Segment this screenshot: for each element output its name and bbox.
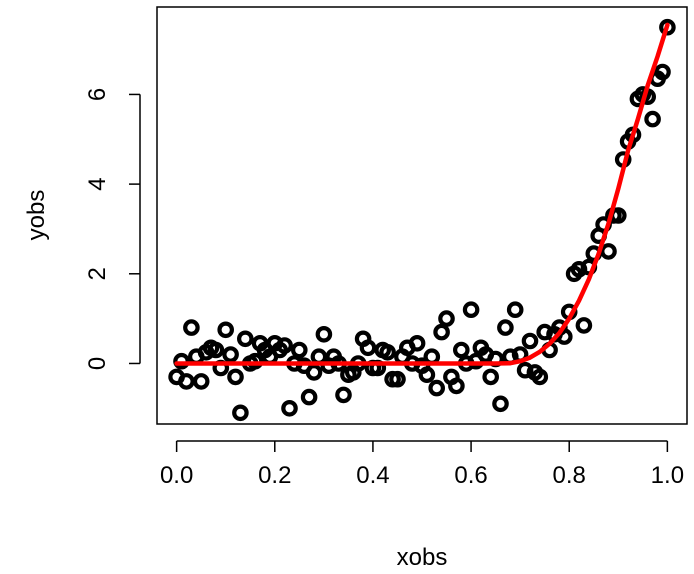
data-point [452, 341, 470, 359]
data-point [300, 388, 318, 406]
y-tick-label: 0 [84, 357, 111, 370]
x-axis: 0.0 0.2 0.4 0.6 0.8 1.0 [160, 440, 684, 489]
data-point [462, 301, 480, 318]
data-point [516, 361, 534, 379]
data-point [600, 243, 617, 260]
data-point [232, 404, 249, 422]
data-point [183, 319, 200, 336]
data-point [290, 341, 308, 359]
scatter-points [168, 18, 676, 422]
data-point [305, 364, 323, 381]
data-point [644, 110, 661, 128]
data-point [178, 373, 195, 390]
data-point [418, 366, 436, 383]
data-point [536, 323, 553, 341]
data-point [654, 63, 671, 81]
data-point [659, 18, 676, 36]
data-point [531, 368, 549, 386]
fitted-curve [174, 22, 670, 366]
y-tick-label: 2 [84, 267, 111, 280]
data-point [497, 319, 514, 336]
data-point [423, 348, 441, 365]
data-point [438, 310, 455, 327]
x-tick-label: 0.4 [356, 462, 389, 489]
data-point [173, 352, 190, 370]
data-point [448, 377, 465, 395]
data-point [237, 330, 254, 348]
data-point [506, 301, 524, 318]
x-tick-label: 0.2 [258, 462, 291, 489]
plot-frame [156, 6, 688, 425]
data-point [379, 343, 396, 361]
data-point [207, 341, 225, 359]
y-tick-label: 6 [84, 88, 111, 101]
data-point [575, 317, 593, 334]
data-point [408, 334, 426, 352]
data-point [428, 379, 445, 397]
data-point [227, 368, 244, 386]
data-point [276, 337, 293, 354]
data-point [433, 323, 450, 341]
x-tick-label: 0.6 [454, 462, 487, 489]
y-axis: 0 2 4 6 [84, 88, 141, 370]
x-tick-label: 0.0 [160, 462, 193, 489]
data-point [492, 395, 509, 413]
y-axis-title: yobs [23, 190, 50, 241]
data-point [482, 368, 499, 386]
x-axis-title: xobs [397, 544, 448, 571]
data-point [192, 373, 210, 390]
data-point [315, 325, 333, 343]
data-point [217, 321, 234, 339]
data-point [222, 346, 239, 363]
data-point [335, 386, 352, 404]
data-point [521, 332, 539, 350]
y-tick-label: 4 [84, 177, 111, 190]
data-point [359, 339, 377, 357]
data-point [246, 352, 264, 370]
x-tick-label: 0.8 [553, 462, 586, 489]
x-tick-label: 1.0 [651, 462, 684, 489]
data-point [281, 399, 298, 417]
data-point [389, 370, 406, 388]
